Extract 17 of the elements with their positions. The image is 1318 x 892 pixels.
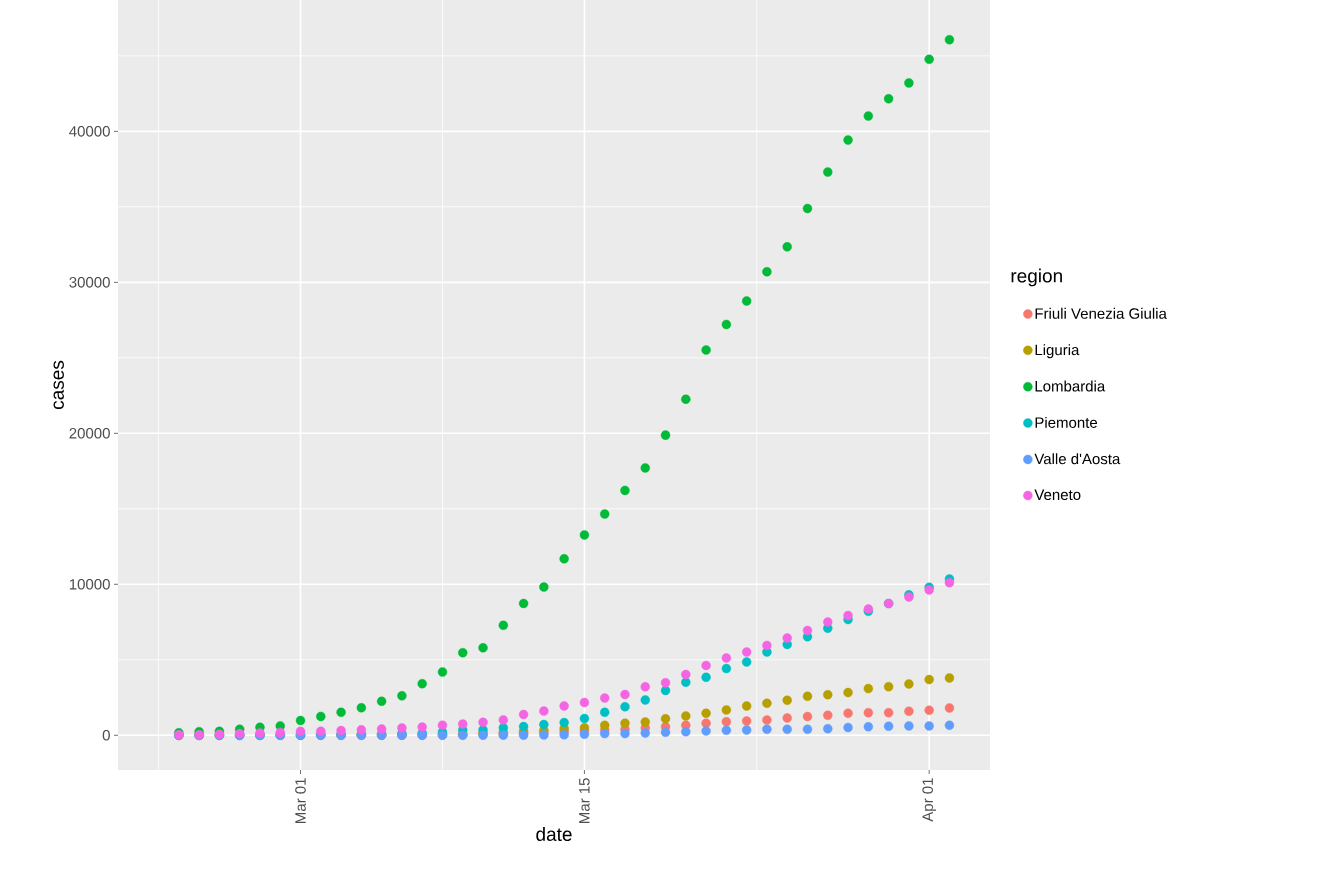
- y-tick-label: 20000: [69, 428, 110, 439]
- legend-label: Veneto: [1034, 489, 1081, 501]
- x-axis-title: date: [536, 827, 572, 841]
- x-tick-label: Mar 01: [295, 778, 306, 823]
- y-axis-title: cases: [53, 360, 64, 409]
- legend-label: Lombardia: [1035, 380, 1106, 392]
- legend-label: Liguria: [1035, 344, 1080, 359]
- legend-label: Friuli Venezia Giulia: [1035, 307, 1167, 319]
- y-tick-label: 30000: [69, 277, 110, 288]
- legend-title: region: [1011, 268, 1062, 287]
- x-tick-label: Mar 15: [579, 778, 590, 823]
- y-tick-label: 40000: [69, 126, 110, 137]
- x-tick-label: Apr 01: [922, 778, 936, 822]
- legend-label: Piemonte: [1035, 416, 1098, 428]
- y-tick-label: 0: [102, 729, 110, 741]
- y-tick-label: 10000: [69, 578, 110, 590]
- legend-label: Valle d'Aosta: [1034, 453, 1121, 465]
